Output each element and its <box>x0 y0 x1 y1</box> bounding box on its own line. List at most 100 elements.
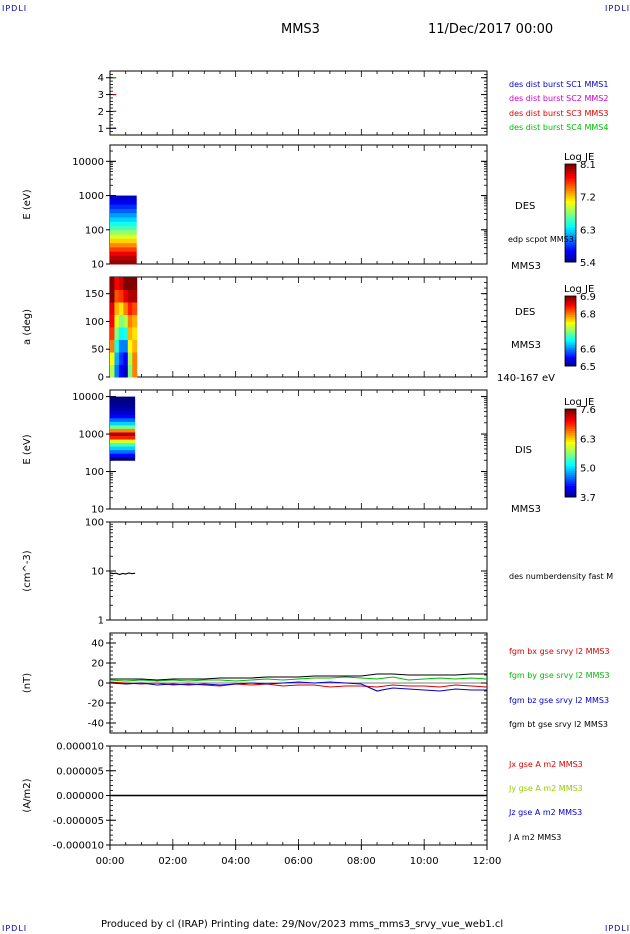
time-axis-label: 04:00 <box>221 856 250 867</box>
des_energy-ytick-label: 100 <box>85 225 104 236</box>
des_pitch-colorbar-segment <box>565 359 576 362</box>
des_energy-colorbar-segment <box>565 252 576 256</box>
density-series-line <box>109 572 136 576</box>
density-ytick-label: 1 <box>98 616 104 627</box>
des_pitch-colorbar-segment <box>565 360 576 363</box>
burst-legend-label: des dist burst SC1 MMS1 <box>509 80 608 89</box>
fgm-legend-label: fgm bt gse srvy l2 MMS3 <box>509 720 608 729</box>
des_pitch-colorbar-segment <box>565 296 576 299</box>
current-ytick-label: -0.000005 <box>53 816 104 827</box>
dis_energy-colorbar-segment <box>565 444 576 447</box>
des_pitch-heatmap-cell <box>132 339 138 353</box>
dis_energy-colorbar-segment <box>565 411 576 414</box>
dis_energy-heatmap-cell <box>110 456 136 461</box>
des_energy-colorbar-segment <box>565 239 576 243</box>
time-axis-label: 06:00 <box>284 856 313 867</box>
dis_energy-ylabel: E (eV) <box>22 434 33 464</box>
des_pitch-heatmap-cell <box>114 289 120 303</box>
dis_energy-colorbar-segment <box>565 477 576 480</box>
dis_energy-colorbar-segment <box>565 431 576 434</box>
current-ytick-label: 0.000005 <box>56 766 104 777</box>
corner-mark-top-left: IPDLI <box>2 4 28 13</box>
des_pitch-heatmap-cell <box>114 364 120 378</box>
des_pitch-colorbar-segment <box>565 320 576 323</box>
dis_energy-colorbar-segment <box>565 466 576 469</box>
dis_energy-colorbar-segment <box>565 424 576 428</box>
des_pitch-heatmap-cell <box>132 302 138 315</box>
dis_energy-colorbar-segment <box>565 468 576 472</box>
current-ylabel: (A/m2) <box>22 778 33 812</box>
des_energy-colorbar-segment <box>565 178 576 182</box>
des_pitch-heatmap-cell <box>127 277 133 290</box>
des_energy-colorbar-segment <box>565 193 576 197</box>
dis_energy-heatmap-cell <box>110 414 136 419</box>
des_energy-colorbar-segment <box>565 217 576 221</box>
des_pitch-heatmap-cell <box>110 289 115 303</box>
dis_energy-colorbar-segment <box>565 442 576 445</box>
des_energy-colorbar-label: 8.1 <box>580 160 596 171</box>
des_pitch-colorbar-segment <box>565 322 576 325</box>
des_energy-colorbar-segment <box>565 205 576 209</box>
des_energy-colorbar-segment <box>565 186 576 189</box>
des_energy-colorbar-segment <box>565 220 576 224</box>
des_pitch-heatmap-cell <box>114 277 120 290</box>
des_pitch-heatmap-cell <box>118 339 124 353</box>
des_pitch-colorbar-label: 6.9 <box>580 292 596 303</box>
des_energy-side-label: MMS3 <box>511 261 541 272</box>
des_energy-colorbar-segment <box>565 232 576 236</box>
des_pitch-heatmap-cell <box>110 339 115 353</box>
des_energy-colorbar-segment <box>565 257 576 261</box>
density-ylabel: (cm^-3) <box>22 550 33 591</box>
des_pitch-ytick-label: 150 <box>85 289 104 300</box>
des_pitch-side-label: DES <box>515 307 535 318</box>
des_energy-colorbar-segment <box>565 210 576 214</box>
des_pitch-colorbar-segment <box>565 334 576 337</box>
dis_energy-colorbar-segment <box>565 413 576 417</box>
des_pitch-colorbar-segment <box>565 297 576 300</box>
des_pitch-colorbar-segment <box>565 332 576 335</box>
des_pitch-heatmap-cell <box>127 289 133 303</box>
des_energy-heatmap-cell <box>110 199 137 205</box>
dis_energy-colorbar-segment <box>565 409 576 412</box>
dis_energy-heatmap-cell <box>110 403 136 408</box>
des_energy-heatmap-cell <box>110 229 137 235</box>
dis_energy-heatmap-cell <box>110 431 136 436</box>
des_pitch-heatmap-cell <box>127 314 133 328</box>
dis_energy-ytick-label: 10 <box>91 505 104 516</box>
des_pitch-colorbar-segment <box>565 362 576 365</box>
des_pitch-heatmap-cell <box>118 352 124 365</box>
des_pitch-heatmap-cell <box>127 352 133 365</box>
dis_energy-colorbar-label: 3.7 <box>580 493 596 504</box>
des_energy-colorbar-segment <box>565 244 576 248</box>
dis_energy-colorbar-segment <box>565 446 576 450</box>
des_energy-heatmap-cell <box>110 204 137 209</box>
dis_energy-heatmap-cell <box>110 439 136 444</box>
des_pitch-heatmap-cell <box>132 327 138 340</box>
dis_energy-side-label: MMS3 <box>511 504 541 515</box>
dis_energy-heatmap-cell <box>110 442 136 447</box>
des_pitch-colorbar-segment <box>565 331 576 334</box>
dis_energy-heatmap-cell <box>110 435 136 440</box>
dis_energy-colorbar-title: Log JE <box>564 397 594 408</box>
fgm-legend-label: fgm bx gse srvy l2 MMS3 <box>509 647 610 656</box>
dis_energy-colorbar-segment <box>565 435 576 439</box>
dis_energy-colorbar-segment <box>565 479 576 483</box>
des_pitch-colorbar-segment <box>565 299 576 302</box>
dis_energy-colorbar-segment <box>565 464 576 467</box>
dis_energy-heatmap-cell <box>110 410 136 415</box>
des_energy-heatmap-cell <box>110 242 137 248</box>
des_energy-colorbar-segment <box>565 200 576 204</box>
dis_energy-colorbar-segment <box>565 426 576 430</box>
dis_energy-colorbar-segment <box>565 415 576 419</box>
current-legend-label: Jy gse A m2 MMS3 <box>508 784 583 793</box>
des_pitch-heatmap-cell <box>110 302 115 315</box>
des_energy-colorbar-label: 5.4 <box>580 258 596 269</box>
dis_energy-colorbar-segment <box>565 481 576 485</box>
fgm-ylabel: (nT) <box>22 673 33 693</box>
des_energy-colorbar-label: 7.2 <box>580 193 596 204</box>
des_pitch-frame <box>109 276 488 378</box>
des_pitch-heatmap-cell <box>123 314 129 328</box>
des_energy-colorbar-segment <box>565 247 576 251</box>
dis_energy-colorbar-label: 5.0 <box>580 464 596 475</box>
